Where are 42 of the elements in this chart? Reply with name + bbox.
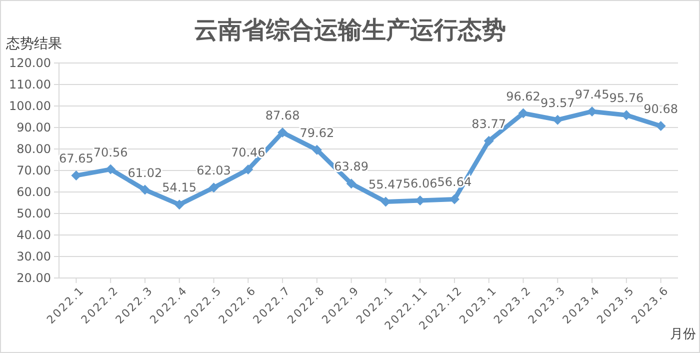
- y-tick-label: 20.00: [16, 271, 51, 286]
- point: [552, 114, 563, 125]
- point: [346, 178, 356, 189]
- data-label: 87.68: [265, 108, 300, 122]
- point: [208, 182, 219, 193]
- point: [484, 136, 494, 146]
- point: [106, 164, 116, 174]
- data-label: 79.62: [300, 126, 334, 140]
- point: [656, 121, 666, 132]
- y-tick-label: 110.00: [9, 78, 51, 92]
- point: [518, 108, 528, 118]
- point: [312, 144, 322, 155]
- point: [243, 164, 254, 175]
- y-tick-label: 120.00: [9, 56, 51, 70]
- data-label: 90.68: [644, 102, 678, 116]
- point: [278, 127, 288, 138]
- y-tick-label: 90.00: [16, 120, 51, 135]
- y-tick-label: 50.00: [16, 206, 51, 221]
- point: [71, 170, 82, 181]
- y-tick-label: 30.00: [16, 250, 51, 264]
- y-tick-label: 40.00: [16, 228, 51, 242]
- data-label: 95.76: [609, 91, 644, 106]
- y-tick-label: 100.00: [9, 99, 51, 114]
- data-label: 56.06: [402, 176, 438, 190]
- point: [174, 200, 184, 210]
- data-label: 61.02: [128, 166, 162, 180]
- y-tick-label: 80.00: [16, 142, 51, 156]
- point: [140, 184, 150, 195]
- data-label: 54.15: [162, 180, 197, 195]
- data-label: 62.03: [196, 164, 231, 178]
- x-axis-title: 月份: [670, 327, 696, 342]
- data-label: 96.62: [506, 89, 540, 104]
- y-tick-label: 60.00: [16, 185, 51, 200]
- data-label: 93.57: [540, 96, 575, 110]
- data-label: 67.65: [59, 152, 94, 166]
- data-label: 55.47: [368, 178, 403, 192]
- y-tick-label: 70.00: [16, 164, 51, 178]
- chart-title: 云南省综合运输生产运行态势: [194, 17, 506, 44]
- data-label: 83.77: [472, 116, 506, 131]
- y-axis-title: 态势结果: [5, 36, 62, 52]
- data-label: 70.56: [93, 145, 128, 160]
- data-label: 97.45: [574, 87, 610, 102]
